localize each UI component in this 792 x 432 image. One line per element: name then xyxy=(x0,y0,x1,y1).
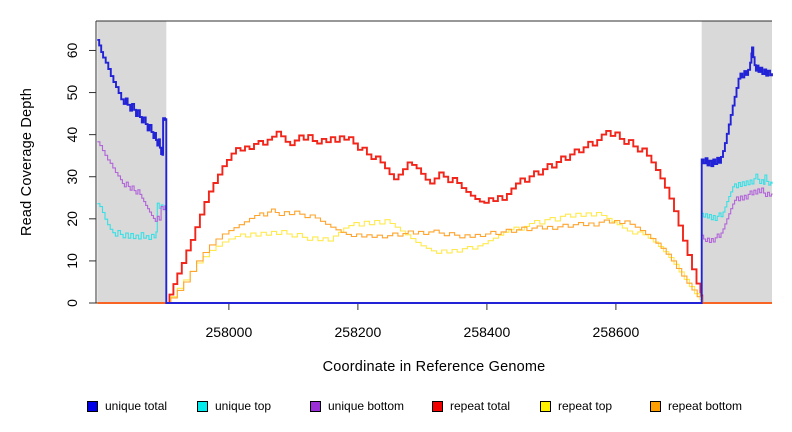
x-axis-title: Coordinate in Reference Genome xyxy=(322,359,546,375)
y-axis-title: Read Coverage Depth xyxy=(19,87,35,237)
y-tick-label: 50 xyxy=(64,85,80,101)
y-tick-label: 60 xyxy=(64,42,80,58)
y-tick-label: 20 xyxy=(64,211,80,227)
y-tick-label: 10 xyxy=(64,253,80,269)
x-tick-label: 258200 xyxy=(335,324,382,340)
x-tick-label: 258000 xyxy=(206,324,253,340)
y-tick-label: 30 xyxy=(64,169,80,185)
y-tick-label: 40 xyxy=(64,127,80,143)
series-line-repeat-top xyxy=(97,211,772,304)
y-tick-label: 0 xyxy=(64,299,80,307)
series-line-unique-total xyxy=(97,38,773,304)
series-line-repeat-bottom xyxy=(97,208,772,304)
series-line-repeat-total xyxy=(97,129,772,304)
x-tick-label: 258600 xyxy=(593,324,640,340)
series-line-unique-bottom xyxy=(97,141,773,304)
x-tick-label: 258400 xyxy=(464,324,511,340)
series-line-unique-top xyxy=(97,173,773,304)
